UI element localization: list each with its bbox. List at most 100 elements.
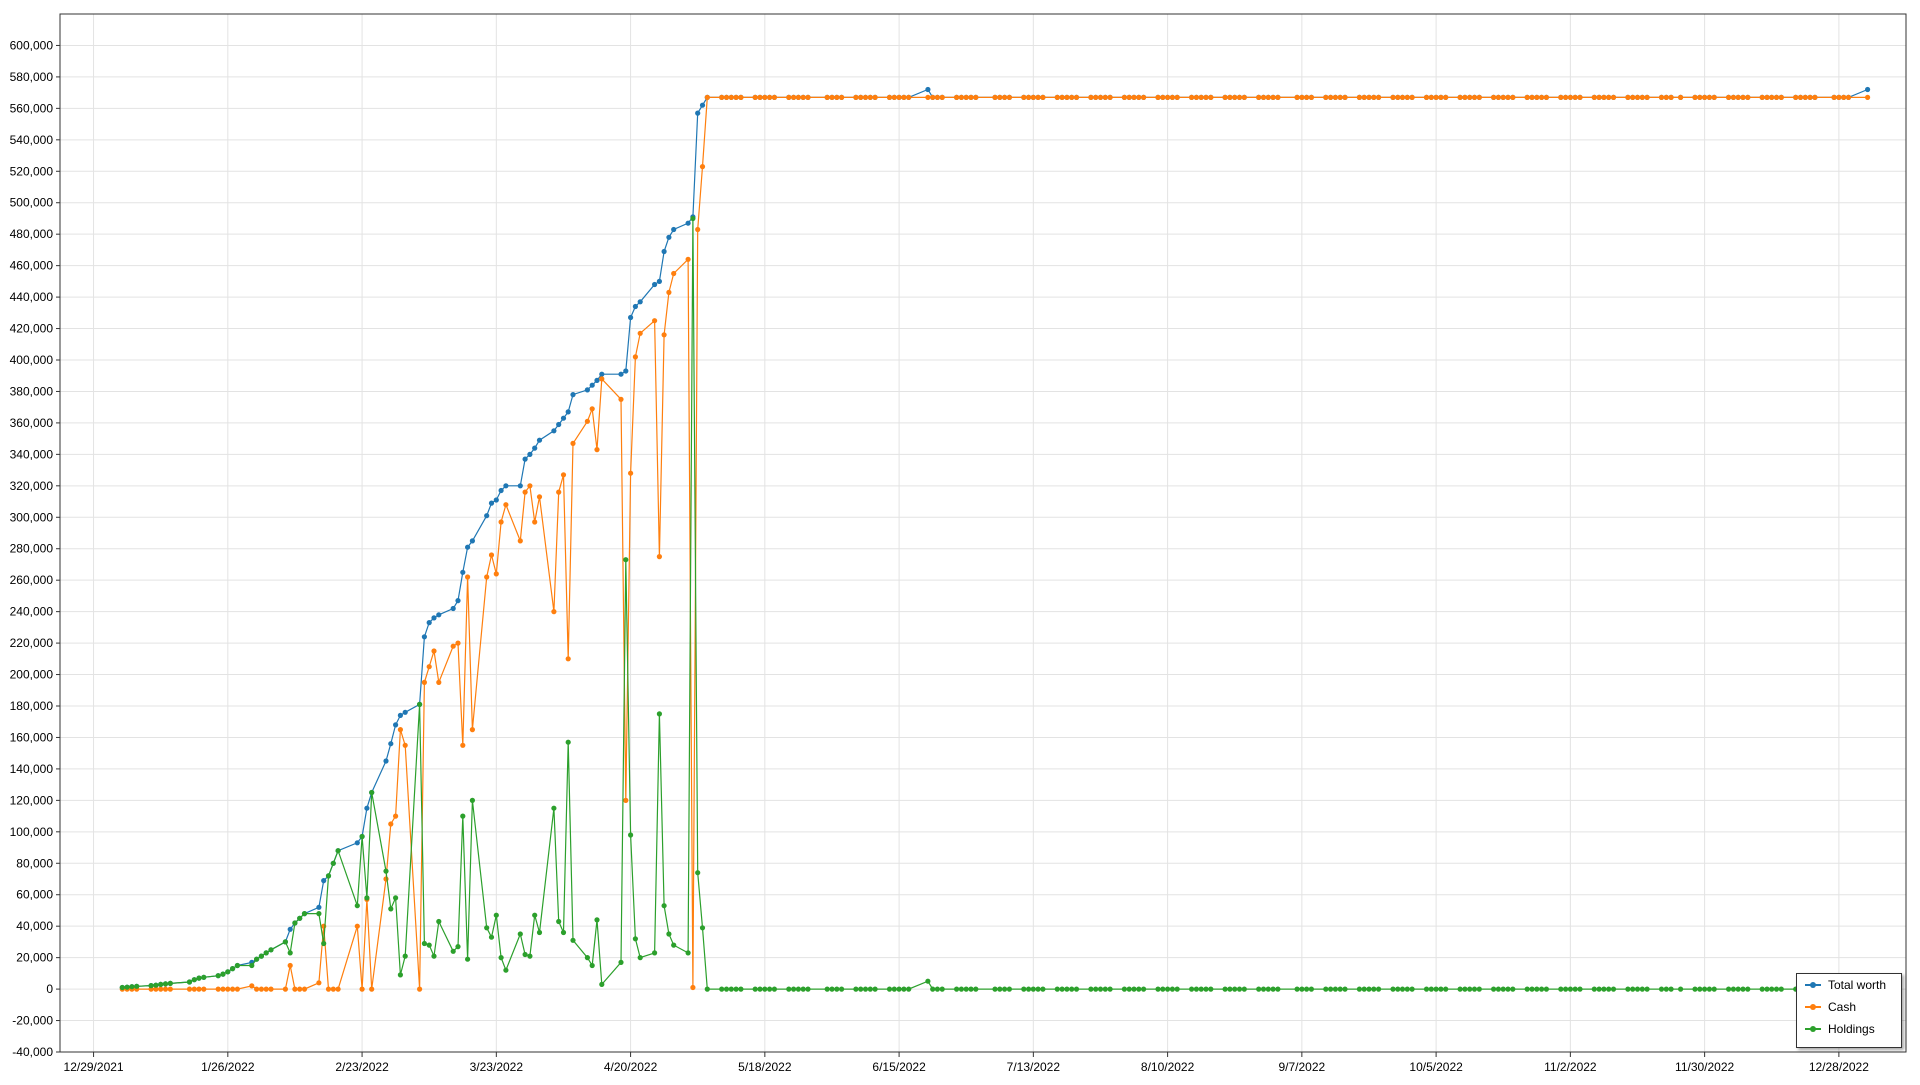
data-point-holdings — [973, 986, 979, 992]
x-tick-label: 4/20/2022 — [604, 1060, 658, 1074]
data-point-holdings — [330, 860, 336, 866]
data-point-total-worth — [436, 612, 442, 618]
data-point-total-worth — [455, 598, 461, 604]
data-point-holdings — [297, 915, 303, 921]
plot-area — [60, 14, 1906, 1052]
data-point-cash — [1270, 94, 1276, 100]
data-point-cash — [369, 986, 375, 992]
data-point-cash — [287, 962, 293, 969]
y-tick-label: 100,000 — [10, 825, 54, 839]
data-point-holdings — [249, 962, 255, 969]
data-point-cash — [1591, 94, 1597, 100]
data-point-cash — [661, 332, 667, 338]
data-point-holdings — [1376, 986, 1382, 992]
data-point-cash — [1093, 94, 1099, 100]
data-point-total-worth — [589, 382, 595, 388]
data-point-holdings — [498, 955, 504, 961]
data-point-cash — [1390, 94, 1396, 100]
data-point-holdings — [1634, 986, 1641, 992]
x-tick-label: 12/28/2022 — [1809, 1060, 1869, 1074]
data-point-holdings — [853, 986, 859, 992]
data-point-holdings — [1706, 986, 1712, 992]
data-point-cash — [886, 94, 893, 100]
data-point-holdings — [1270, 986, 1276, 992]
data-point-holdings — [301, 911, 308, 917]
data-point-cash — [1711, 94, 1717, 100]
data-point-holdings — [628, 832, 634, 838]
data-point-holdings — [685, 950, 691, 956]
legend: Total worth Cash Holdings — [1796, 973, 1902, 1048]
data-point-cash — [1793, 94, 1799, 100]
data-point-cash — [1577, 94, 1583, 100]
legend-swatch-dot — [1810, 1004, 1816, 1010]
data-point-cash — [282, 986, 288, 992]
data-point-holdings — [1572, 986, 1578, 992]
data-point-cash — [699, 164, 706, 170]
data-point-cash — [1438, 94, 1444, 100]
data-point-cash — [728, 94, 734, 100]
data-point-holdings — [431, 953, 437, 959]
data-point-cash — [872, 94, 878, 100]
data-point-cash — [1759, 94, 1765, 100]
y-tick-label: 280,000 — [10, 542, 54, 556]
data-point-holdings — [1735, 986, 1741, 992]
x-tick-label: 7/13/2022 — [1007, 1060, 1061, 1074]
data-point-holdings — [484, 925, 490, 931]
data-point-cash — [1222, 94, 1228, 100]
data-point-holdings — [862, 986, 869, 992]
y-tick-label: 40,000 — [16, 919, 53, 933]
data-point-holdings — [1342, 986, 1348, 992]
data-point-holdings — [767, 986, 773, 992]
data-point-holdings — [153, 982, 159, 988]
data-point-total-worth — [393, 722, 399, 728]
data-point-holdings — [1165, 986, 1171, 992]
data-point-holdings — [1404, 986, 1410, 992]
y-tick-label: 260,000 — [10, 573, 54, 587]
y-tick-label: 200,000 — [10, 668, 54, 682]
x-tick-label: 1/26/2022 — [201, 1060, 255, 1074]
data-point-holdings — [1366, 986, 1372, 992]
x-tick-label: 11/30/2022 — [1675, 1060, 1734, 1074]
data-point-cash — [297, 986, 303, 992]
data-point-holdings — [1409, 986, 1415, 992]
data-point-cash — [656, 554, 663, 560]
data-point-holdings — [1035, 986, 1041, 992]
y-tick-label: 600,000 — [10, 38, 54, 52]
data-point-holdings — [493, 912, 499, 918]
data-point-total-worth — [695, 110, 701, 116]
data-point-holdings — [1457, 986, 1463, 992]
data-point-holdings — [1141, 986, 1147, 992]
data-point-total-worth — [637, 299, 643, 305]
data-point-holdings — [421, 940, 427, 947]
data-point-holdings — [839, 986, 845, 992]
data-point-cash — [671, 270, 677, 277]
data-point-holdings — [369, 789, 375, 796]
data-point-holdings — [191, 977, 197, 983]
data-point-cash — [1328, 94, 1334, 100]
y-tick-label: 80,000 — [16, 856, 53, 870]
y-tick-label: 20,000 — [16, 951, 53, 965]
data-point-holdings — [738, 986, 744, 992]
data-point-cash — [1558, 94, 1564, 100]
data-point-holdings — [1491, 986, 1497, 992]
data-point-holdings — [1692, 986, 1698, 992]
data-point-holdings — [1433, 986, 1439, 992]
data-point-holdings — [536, 929, 543, 936]
legend-swatch-dot — [1810, 982, 1816, 988]
data-point-cash — [1256, 94, 1262, 100]
data-point-holdings — [666, 931, 672, 937]
data-point-holdings — [1778, 986, 1784, 992]
data-point-total-worth — [661, 248, 667, 255]
data-point-cash — [1189, 94, 1195, 100]
data-point-total-worth — [594, 377, 600, 383]
data-point-cash — [1726, 94, 1732, 100]
data-point-cash — [335, 986, 341, 992]
data-point-holdings — [1256, 986, 1262, 992]
legend-item-holdings: Holdings — [1797, 1018, 1901, 1040]
data-point-cash — [1395, 94, 1401, 100]
data-point-cash — [1064, 94, 1070, 100]
data-point-cash — [594, 447, 600, 453]
data-point-cash — [786, 94, 792, 100]
data-point-holdings — [834, 986, 840, 992]
